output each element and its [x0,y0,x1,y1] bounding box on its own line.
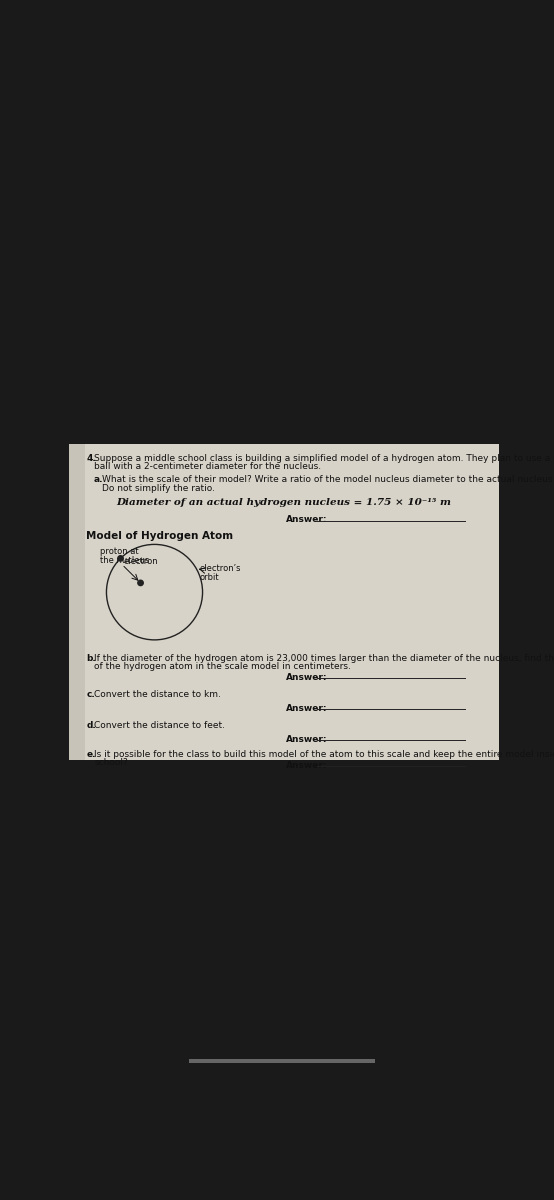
Text: electron: electron [124,557,158,566]
Text: If the diameter of the hydrogen atom is 23,000 times larger than the diameter of: If the diameter of the hydrogen atom is … [94,654,554,662]
Text: Do not simplify the ratio.: Do not simplify the ratio. [102,484,215,492]
Text: school?: school? [94,758,128,768]
Text: Suppose a middle school class is building a simplified model of a hydrogen atom.: Suppose a middle school class is buildin… [94,454,554,462]
Text: orbit: orbit [200,572,219,582]
Text: ball with a 2-centimeter diameter for the nucleus.: ball with a 2-centimeter diameter for th… [94,462,321,472]
Text: Answer:: Answer: [286,734,328,744]
Text: Diameter of an actual hydrogen nucleus = 1.75 × 10⁻¹⁵ m: Diameter of an actual hydrogen nucleus =… [116,498,452,508]
Text: Convert the distance to feet.: Convert the distance to feet. [94,721,225,730]
Text: a.: a. [94,475,104,484]
Text: proton at: proton at [100,547,139,557]
Text: c.: c. [86,690,95,698]
Text: electron’s: electron’s [200,564,242,574]
Text: Answer:: Answer: [286,673,328,682]
Text: d.: d. [86,721,96,730]
Text: Is it possible for the class to build this model of the atom to this scale and k: Is it possible for the class to build th… [94,750,554,758]
Text: of the hydrogen atom in the scale model in centimeters.: of the hydrogen atom in the scale model … [94,662,351,671]
Circle shape [118,556,123,562]
Text: the nucleus: the nucleus [100,556,150,565]
Text: Answer:: Answer: [286,703,328,713]
Text: Model of Hydrogen Atom: Model of Hydrogen Atom [86,530,233,540]
Text: What is the scale of their model? Write a ratio of the model nucleus diameter to: What is the scale of their model? Write … [102,475,554,484]
Text: Answer:: Answer: [286,515,328,524]
Text: Convert the distance to km.: Convert the distance to km. [94,690,221,698]
Text: 4.: 4. [86,454,96,462]
Text: b.: b. [86,654,96,662]
Text: e.: e. [86,750,96,758]
Bar [69,444,85,760]
Bar [69,444,499,760]
Circle shape [138,581,143,586]
Bar [189,1058,376,1063]
Text: Answer:: Answer: [286,761,328,769]
